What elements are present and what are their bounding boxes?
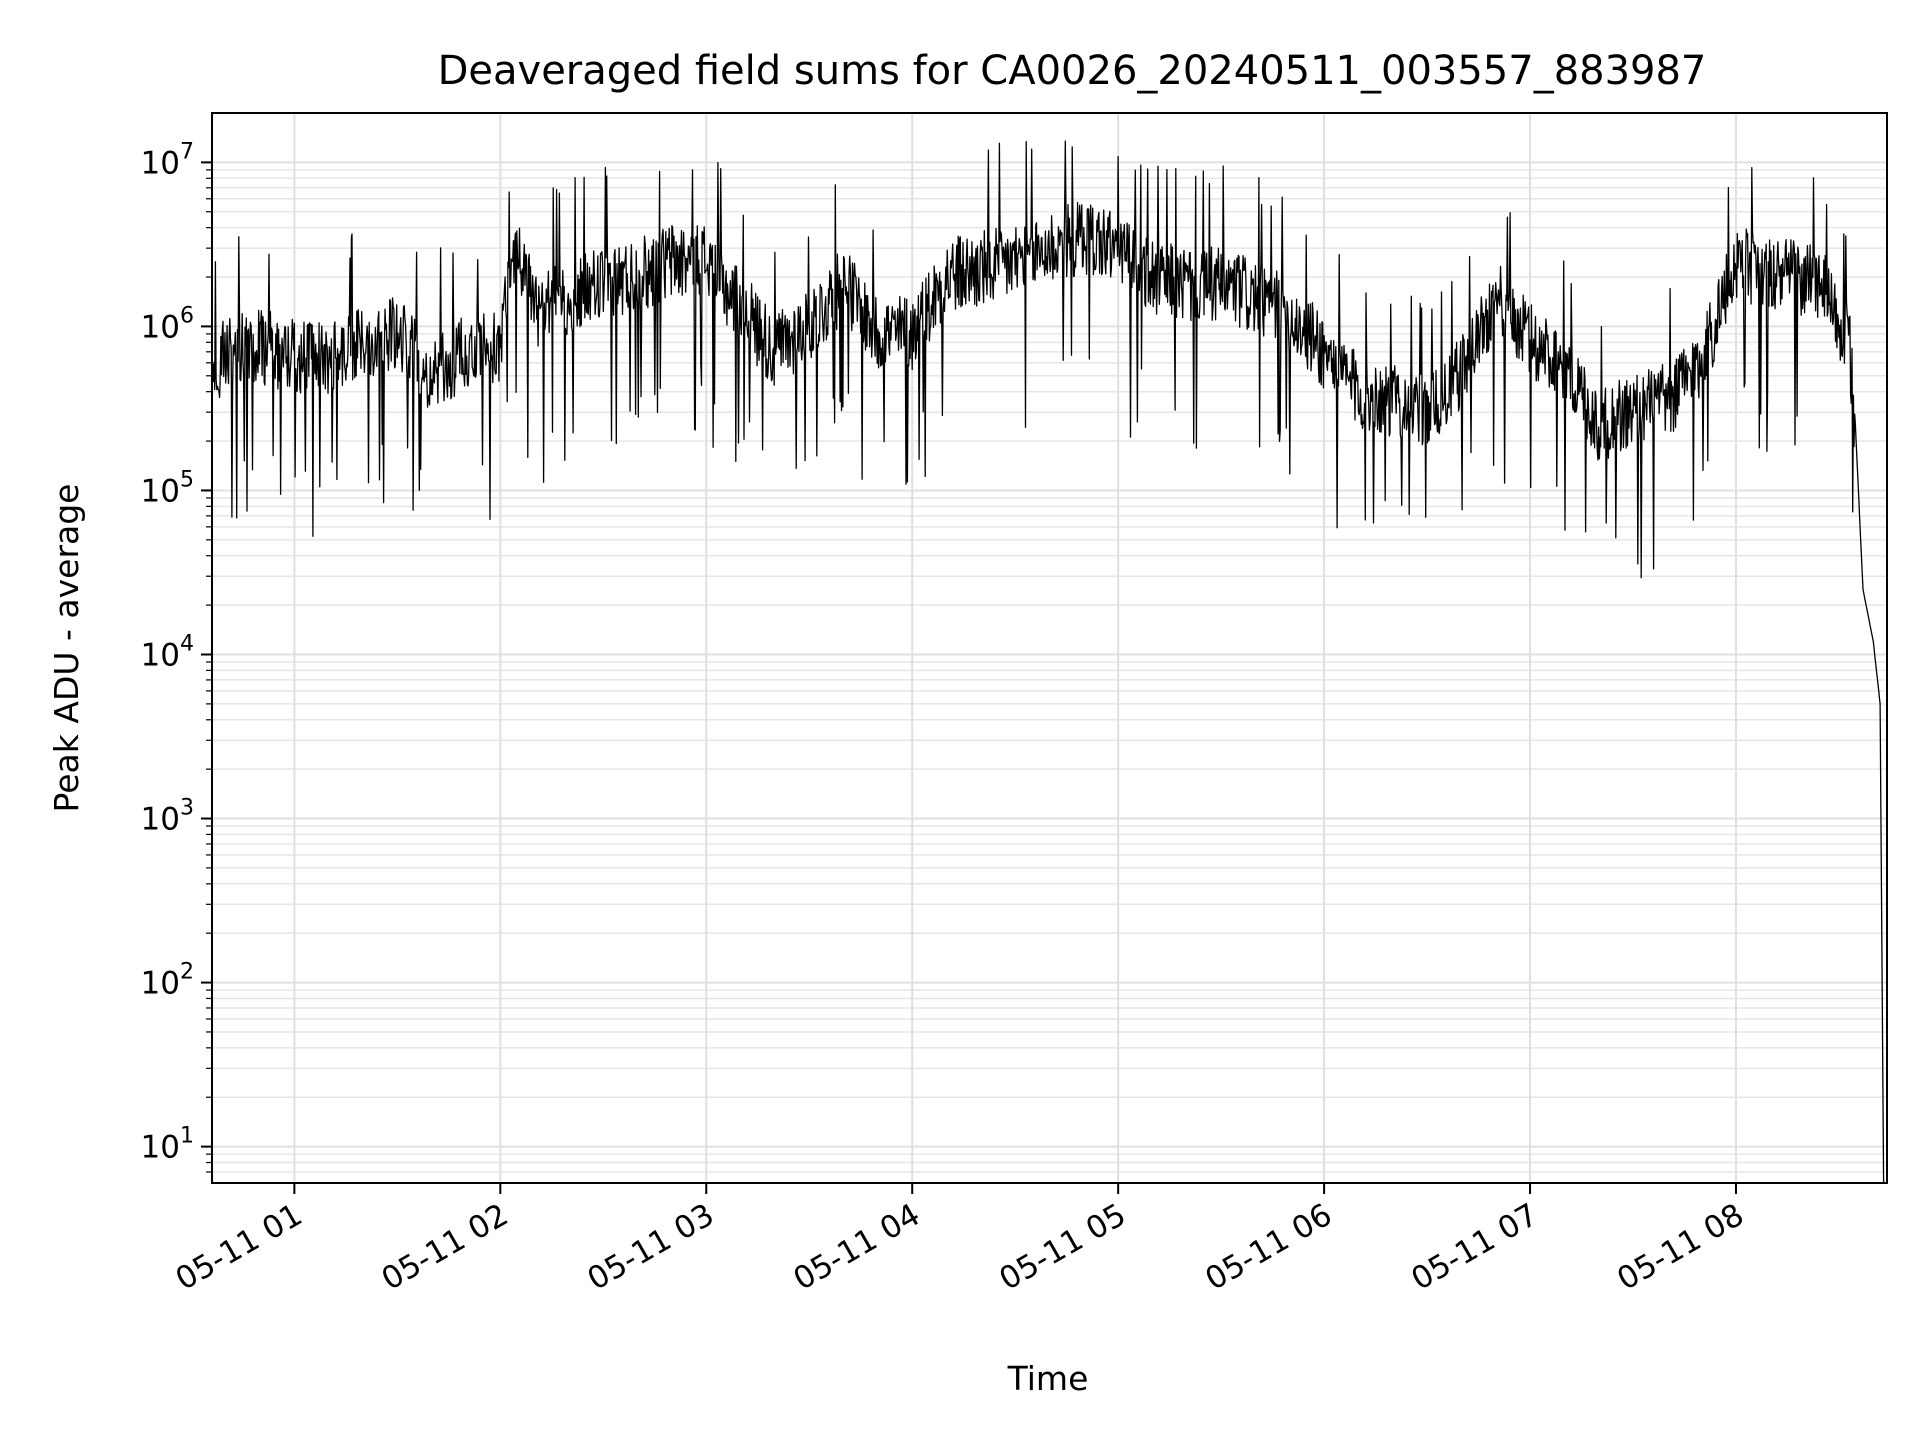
y-tick-label: 104 bbox=[141, 631, 194, 673]
x-axis-label: Time bbox=[1007, 1359, 1089, 1398]
y-tick-base: 10 bbox=[141, 966, 180, 1002]
y-tick-label: 107 bbox=[141, 139, 194, 181]
y-tick-base: 10 bbox=[141, 309, 180, 345]
y-tick-label: 105 bbox=[141, 467, 194, 509]
y-tick-base: 10 bbox=[141, 473, 180, 509]
y-tick-label: 102 bbox=[141, 960, 194, 1002]
chart-title: Deaveraged field sums for CA0026_2024051… bbox=[438, 48, 1707, 94]
y-tick-label: 106 bbox=[141, 303, 194, 345]
y-tick-base: 10 bbox=[141, 637, 180, 673]
y-tick-exponent: 4 bbox=[180, 631, 194, 656]
y-tick-label: 103 bbox=[141, 796, 194, 838]
y-tick-exponent: 3 bbox=[180, 796, 194, 821]
y-tick-base: 10 bbox=[141, 145, 180, 181]
y-tick-base: 10 bbox=[141, 802, 180, 838]
plot-frame bbox=[211, 112, 1888, 1184]
y-axis-label: Peak ADU - average bbox=[47, 484, 86, 813]
y-tick-exponent: 6 bbox=[180, 303, 194, 328]
y-tick-exponent: 2 bbox=[180, 960, 194, 985]
y-tick-exponent: 1 bbox=[180, 1124, 194, 1149]
series-layer bbox=[211, 140, 1885, 1184]
y-tick-base: 10 bbox=[141, 1130, 180, 1166]
series-line bbox=[211, 140, 1885, 1184]
y-tick-label: 101 bbox=[141, 1124, 194, 1166]
y-tick-exponent: 7 bbox=[180, 139, 194, 164]
y-tick-exponent: 5 bbox=[180, 467, 194, 492]
